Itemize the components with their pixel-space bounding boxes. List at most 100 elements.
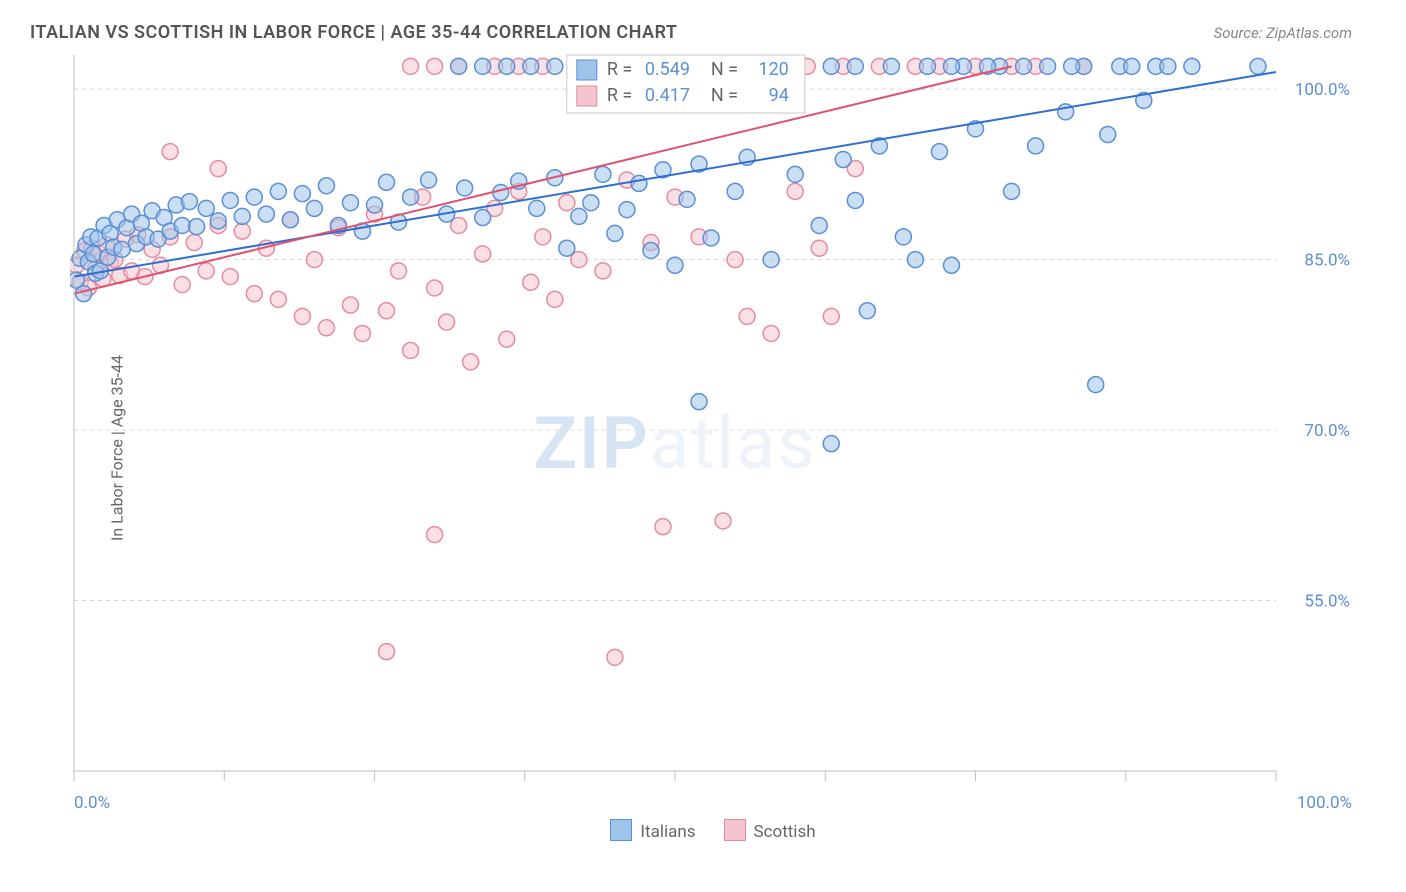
data-point [691,394,707,410]
data-point [210,161,226,177]
data-point [318,178,334,194]
data-point [246,286,262,302]
series-legend: Italians Scottish [70,819,1356,842]
data-point [943,257,959,273]
data-point [1064,58,1080,74]
svg-text:0.417: 0.417 [645,85,690,106]
data-point [823,308,839,324]
data-point [607,649,623,665]
data-point [186,235,202,251]
data-point [607,225,623,241]
data-point [571,208,587,224]
data-point [475,58,491,74]
source-label: Source: ZipAtlas.com [1214,24,1352,42]
data-point [847,192,863,208]
data-point [811,240,827,256]
correlation-scatter-chart: 55.0%70.0%85.0%100.0%ZIPatlasR =0.549N =… [70,53,1356,793]
data-point [559,195,575,211]
data-point [739,308,755,324]
data-point [391,263,407,279]
data-point [198,200,214,216]
legend-item: Scottish [724,819,816,842]
data-point [1028,138,1044,154]
legend-item: Italians [610,819,695,842]
data-point [234,223,250,239]
data-point [367,197,383,213]
data-point [595,166,611,182]
data-point [306,200,322,216]
data-point [811,217,827,233]
data-point [174,277,190,293]
data-point [559,240,575,256]
data-point [943,58,959,74]
data-point [823,436,839,452]
data-point [421,172,437,188]
data-point [583,195,599,211]
data-point [619,202,635,218]
data-point [427,280,443,296]
data-point [354,325,370,341]
y-tick-label: 55.0% [1304,592,1350,612]
x-axis-max-label: 100.0% [1297,793,1352,813]
svg-text:R =: R = [607,85,632,106]
data-point [427,58,443,74]
data-point [451,58,467,74]
data-point [1184,58,1200,74]
data-point [667,257,683,273]
data-point [823,58,839,74]
data-point [643,242,659,258]
data-point [379,303,395,319]
data-point [234,208,250,224]
watermark: ZIPatlas [533,401,816,486]
svg-text:N =: N = [711,85,738,106]
svg-text:N =: N = [711,59,738,80]
svg-text:120: 120 [758,59,788,80]
legend-label: Italians [640,822,695,842]
data-point [222,269,238,285]
legend-swatch [610,819,632,841]
data-point [1250,58,1266,74]
data-point [162,144,178,160]
data-point [318,320,334,336]
data-point [222,192,238,208]
data-point [703,230,719,246]
data-point [294,186,310,202]
data-point [859,303,875,319]
data-point [919,58,935,74]
data-point [342,195,358,211]
data-point [114,241,130,257]
legend-label: Scottish [754,822,816,842]
data-point [1088,377,1104,393]
data-point [246,189,262,205]
data-point [679,191,695,207]
data-point [727,183,743,199]
x-axis-min-label: 0.0% [74,793,110,813]
legend-swatch [724,819,746,841]
data-point [523,58,539,74]
data-point [1016,58,1032,74]
data-point [475,210,491,226]
data-point [198,263,214,279]
data-point [499,331,515,347]
data-point [547,291,563,307]
data-point [379,174,395,190]
data-point [787,183,803,199]
data-point [1040,58,1056,74]
svg-text:0.549: 0.549 [645,59,690,80]
data-point [529,200,545,216]
data-point [523,274,539,290]
scottish-trend-line [74,66,1012,293]
chart-title: ITALIAN VS SCOTTISH IN LABOR FORCE | AGE… [30,22,678,43]
y-tick-label: 100.0% [1295,80,1350,100]
data-point [282,212,298,228]
data-point [439,314,455,330]
data-point [270,183,286,199]
data-point [85,246,101,262]
data-point [403,58,419,74]
data-point [835,152,851,168]
data-point [631,175,647,191]
y-axis-label: In Labor Force | Age 35-44 [108,354,127,540]
data-point [847,58,863,74]
data-point [1100,127,1116,143]
data-point [475,246,491,262]
